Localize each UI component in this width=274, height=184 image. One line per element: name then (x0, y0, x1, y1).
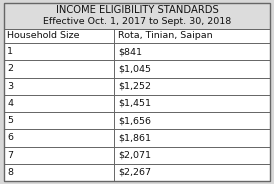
Text: 7: 7 (7, 151, 13, 160)
Bar (4, 77, 270, 95)
Text: 4: 4 (7, 99, 13, 108)
Bar (4, 3, 270, 29)
Text: $841: $841 (118, 47, 142, 56)
Bar (4, 112, 270, 129)
Text: $2,267: $2,267 (118, 168, 152, 177)
Bar (4, 43, 270, 60)
Bar (4, 164, 270, 181)
Text: $1,861: $1,861 (118, 133, 152, 142)
Text: INCOME ELIGIBILITY STANDARDS: INCOME ELIGIBILITY STANDARDS (56, 5, 218, 15)
Text: 1: 1 (7, 47, 13, 56)
Text: 5: 5 (7, 116, 13, 125)
Bar (4, 146, 270, 164)
Bar (4, 29, 270, 43)
Bar (4, 95, 270, 112)
Text: Effective Oct. 1, 2017 to Sept. 30, 2018: Effective Oct. 1, 2017 to Sept. 30, 2018 (43, 17, 231, 26)
Text: 2: 2 (7, 64, 13, 73)
Text: 6: 6 (7, 133, 13, 142)
Text: $1,656: $1,656 (118, 116, 152, 125)
Text: $1,252: $1,252 (118, 82, 152, 91)
Bar (4, 129, 270, 146)
Text: 3: 3 (7, 82, 13, 91)
Text: Rota, Tinian, Saipan: Rota, Tinian, Saipan (118, 31, 213, 40)
Text: $1,045: $1,045 (118, 64, 152, 73)
Text: Household Size: Household Size (7, 31, 79, 40)
Text: $1,451: $1,451 (118, 99, 152, 108)
Bar (4, 60, 270, 77)
Text: $2,071: $2,071 (118, 151, 152, 160)
Text: 8: 8 (7, 168, 13, 177)
